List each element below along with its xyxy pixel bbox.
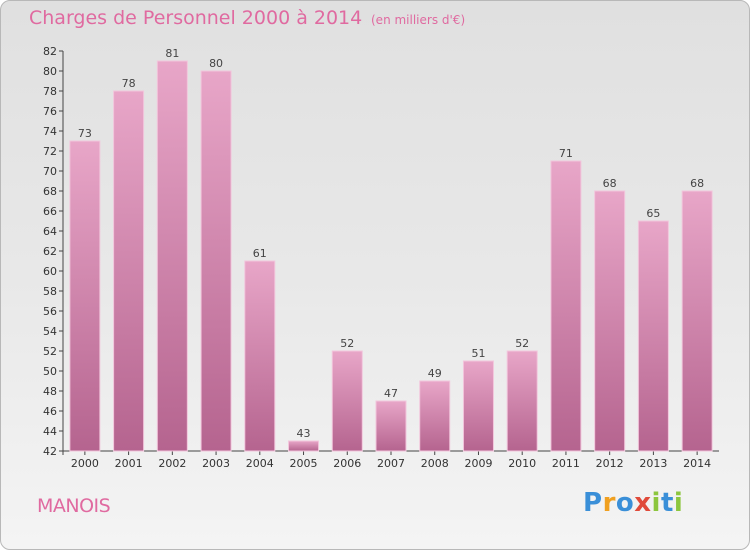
y-tick-label: 60 xyxy=(43,265,57,278)
bar xyxy=(637,220,669,452)
logo-letter: o xyxy=(615,488,635,518)
x-tick-label: 2005 xyxy=(290,457,318,470)
bar-value-label: 61 xyxy=(253,247,267,260)
y-tick-label: 78 xyxy=(43,85,57,98)
bar xyxy=(288,440,320,452)
bar xyxy=(200,70,232,452)
chart-title: Charges de Personnel 2000 à 2014 xyxy=(29,7,363,29)
chart-bars: 73 78 81 80 61 43 52 47 49 51 52 71 68 65 68 xyxy=(69,47,713,452)
commune-name: MANOIS xyxy=(37,495,111,517)
logo-letter: i xyxy=(651,488,661,518)
x-tick-label: 2007 xyxy=(377,457,405,470)
x-tick-label: 2012 xyxy=(596,457,624,470)
logo-letter: r xyxy=(602,488,616,518)
y-tick-label: 74 xyxy=(43,125,57,138)
bar-value-label: 65 xyxy=(646,207,660,220)
logo-letter: i xyxy=(673,488,684,518)
bar-value-label: 68 xyxy=(603,177,617,190)
bar-value-label: 73 xyxy=(78,127,92,140)
y-tick-label: 76 xyxy=(43,105,57,118)
x-tick-label: 2010 xyxy=(508,457,536,470)
bar xyxy=(550,160,582,452)
bar-value-label: 78 xyxy=(122,77,136,90)
x-tick-label: 2003 xyxy=(202,457,230,470)
y-tick-label: 54 xyxy=(43,325,57,338)
x-tick-label: 2014 xyxy=(683,457,711,470)
bar-value-label: 81 xyxy=(165,47,179,60)
y-tick-label: 62 xyxy=(43,245,57,258)
bar xyxy=(419,380,451,452)
logo-letter: x xyxy=(634,488,652,518)
x-tick-label: 2001 xyxy=(115,457,143,470)
y-tick-label: 64 xyxy=(43,225,57,238)
bar-value-label: 51 xyxy=(471,347,485,360)
bar xyxy=(462,360,494,452)
y-tick-label: 66 xyxy=(43,205,57,218)
y-tick-label: 52 xyxy=(43,345,57,358)
bar xyxy=(506,350,538,452)
x-tick-label: 2002 xyxy=(158,457,186,470)
bar-value-label: 52 xyxy=(340,337,354,350)
bar xyxy=(375,400,407,452)
y-tick-label: 68 xyxy=(43,185,57,198)
y-tick-label: 46 xyxy=(43,405,57,418)
x-tick-label: 2000 xyxy=(71,457,99,470)
bar-value-label: 68 xyxy=(690,177,704,190)
y-tick-label: 80 xyxy=(43,65,57,78)
logo-letter: P xyxy=(583,488,603,518)
bar xyxy=(331,350,363,452)
bar xyxy=(681,190,713,452)
bar xyxy=(69,140,101,452)
x-tick-label: 2013 xyxy=(639,457,667,470)
bar xyxy=(156,60,188,452)
chart-subtitle: (en milliers d'€) xyxy=(371,13,466,27)
bar xyxy=(244,260,276,452)
bar xyxy=(113,90,145,452)
y-tick-label: 44 xyxy=(43,425,57,438)
bar xyxy=(594,190,626,452)
x-tick-label: 2009 xyxy=(464,457,492,470)
y-tick-label: 48 xyxy=(43,385,57,398)
x-tick-label: 2008 xyxy=(421,457,449,470)
bar-value-label: 43 xyxy=(297,427,311,440)
proxiti-logo: Proxiti xyxy=(583,488,683,518)
y-tick-label: 58 xyxy=(43,285,57,298)
y-tick-label: 56 xyxy=(43,305,57,318)
x-tick-label: 2011 xyxy=(552,457,580,470)
x-tick-label: 2004 xyxy=(246,457,274,470)
y-tick-label: 50 xyxy=(43,365,57,378)
y-tick-label: 42 xyxy=(43,445,57,458)
logo-letter: t xyxy=(660,488,674,518)
bar-value-label: 52 xyxy=(515,337,529,350)
y-tick-label: 72 xyxy=(43,145,57,158)
bar-value-label: 80 xyxy=(209,57,223,70)
bar-value-label: 47 xyxy=(384,387,398,400)
y-tick-label: 70 xyxy=(43,165,57,178)
bar-value-label: 71 xyxy=(559,147,573,160)
x-tick-label: 2006 xyxy=(333,457,361,470)
y-tick-label: 82 xyxy=(43,45,57,58)
bar-value-label: 49 xyxy=(428,367,442,380)
